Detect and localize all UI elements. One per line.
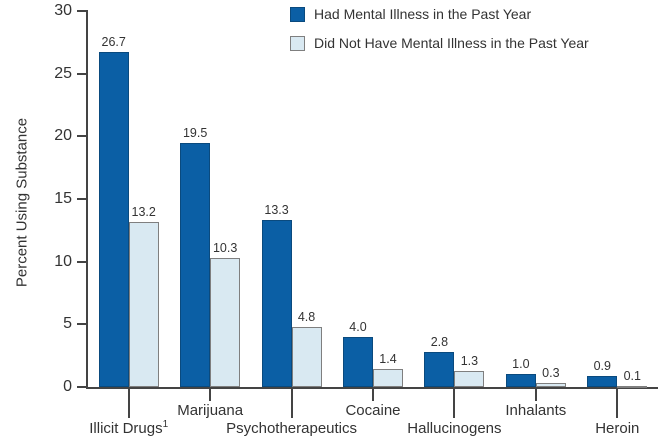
- x-axis-line: [86, 387, 658, 389]
- x-axis-tick: [372, 389, 374, 401]
- bar-no-mental-illness: [617, 385, 648, 388]
- bar-value-label: 13.3: [264, 203, 289, 218]
- bar-value-label: 1.3: [460, 353, 479, 368]
- bar-no-mental-illness: [535, 383, 566, 387]
- x-category-label: Cocaine: [345, 402, 401, 419]
- legend-swatch-no-mental-illness: [290, 35, 305, 51]
- bar-no-mental-illness: [210, 257, 241, 387]
- bar-no-mental-illness: [128, 221, 159, 387]
- bar-mental-illness: [587, 375, 618, 387]
- bar-mental-illness: [98, 52, 129, 387]
- legend-swatch-had-mental-illness: [290, 6, 305, 22]
- y-axis-tick: [77, 135, 86, 138]
- legend-label-had-mental-illness: Had Mental Illness in the Past Year: [314, 6, 532, 22]
- bar-no-mental-illness: [291, 326, 322, 387]
- bar-value-label: 2.8: [430, 334, 449, 349]
- x-axis-tick: [127, 389, 130, 418]
- bar-mental-illness: [261, 220, 292, 387]
- y-axis-line: [86, 10, 88, 389]
- bar-value-label: 13.2: [131, 204, 156, 219]
- y-axis-tick: [77, 10, 86, 12]
- y-tick-label: 30: [54, 2, 72, 19]
- bar-mental-illness: [180, 142, 211, 387]
- bar-value-label: 4.0: [349, 319, 367, 334]
- y-axis-tick: [77, 72, 86, 75]
- legend-label-no-mental-illness: Did Not Have Mental Illness in the Past …: [314, 35, 589, 51]
- legend: Had Mental Illness in the Past Year Did …: [290, 0, 658, 60]
- y-tick-label: 0: [63, 378, 72, 395]
- bar-value-label: 0.3: [542, 366, 560, 381]
- bar-value-label: 19.5: [182, 125, 208, 140]
- x-axis-tick: [290, 389, 293, 418]
- bar-value-label: 4.8: [297, 309, 316, 324]
- y-axis-tick: [77, 198, 86, 200]
- y-tick-label: 5: [63, 315, 72, 333]
- x-axis-tick: [534, 389, 537, 401]
- bar-value-label: 1.0: [512, 357, 530, 372]
- y-axis-tick: [77, 260, 86, 263]
- bar-value-label: 26.7: [101, 35, 126, 50]
- x-category-label: Illicit Drugs1: [89, 419, 169, 438]
- x-axis-tick: [209, 389, 212, 401]
- bar-mental-illness: [505, 374, 536, 387]
- bar-value-label: 1.4: [379, 352, 397, 367]
- y-tick-label: 25: [54, 64, 72, 82]
- x-category-label: Heroin: [595, 420, 640, 437]
- x-category-label: Hallucinogens: [407, 420, 502, 437]
- x-category-label: Psychotherapeutics: [226, 420, 358, 437]
- category-footnote-marker: 1: [162, 419, 169, 430]
- bar-mental-illness: [424, 351, 455, 387]
- x-category-label: Marijuana: [177, 402, 244, 419]
- bar-value-label: 0.1: [623, 368, 641, 383]
- legend-item-no-mental-illness: Did Not Have Mental Illness in the Past …: [290, 35, 589, 51]
- bar-value-label: 0.9: [593, 358, 611, 373]
- bar-value-label: 10.3: [212, 240, 238, 255]
- y-axis-tick: [77, 386, 86, 388]
- bar-no-mental-illness: [454, 370, 485, 387]
- bar-no-mental-illness: [373, 369, 403, 387]
- y-tick-label: 10: [54, 252, 72, 270]
- y-tick-label: 20: [54, 127, 72, 145]
- x-axis-tick: [453, 389, 456, 418]
- y-tick-label: 15: [54, 190, 72, 207]
- legend-item-had-mental-illness: Had Mental Illness in the Past Year: [290, 6, 531, 22]
- y-axis-tick: [77, 323, 86, 326]
- x-axis-tick: [616, 389, 619, 418]
- x-category-label: Inhalants: [505, 402, 567, 419]
- bar-mental-illness: [343, 336, 373, 387]
